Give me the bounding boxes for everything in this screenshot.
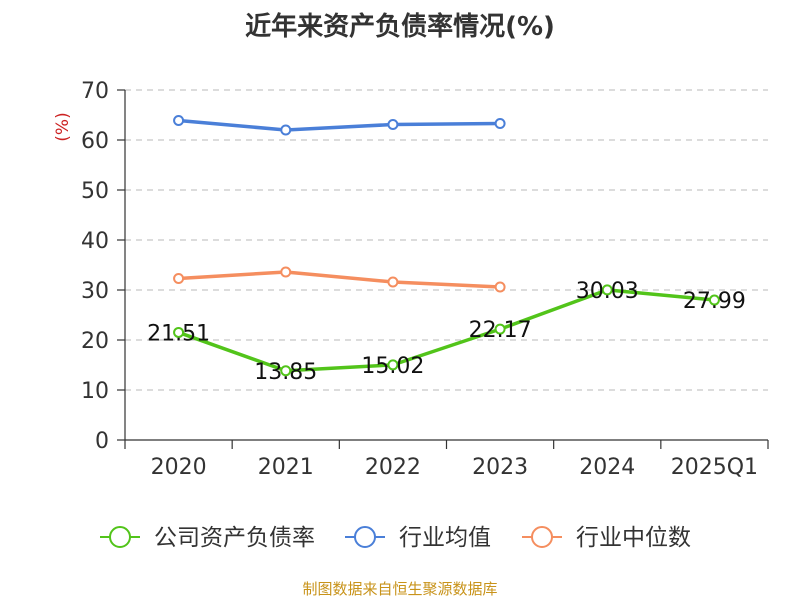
data-label: 21.51 [147,321,210,346]
data-point [173,326,185,338]
data-label: 13.85 [254,360,317,385]
data-point [280,124,292,136]
data-label: 27.99 [683,289,746,314]
x-tick-label: 2024 [579,455,635,480]
data-label: 22.17 [469,318,532,343]
data-point [601,284,613,296]
y-tick-label: 60 [81,129,109,154]
series-line [178,270,501,289]
legend-label: 行业中位数 [576,525,691,551]
chart-title: 近年来资产负债率情况(%) [245,12,555,42]
y-tick-label: 10 [81,379,109,404]
data-labels-layer: 21.51 13.85 15.02 22.17 30.03 27.99 [147,279,746,385]
legend-label: 公司资产负债率 [154,525,315,551]
data-label: 30.03 [576,279,639,304]
y-tick-label: 20 [81,329,109,354]
y-tick-label: 40 [81,229,109,254]
y-tick-label: 70 [81,79,109,104]
y-tick-label: 0 [95,429,109,454]
x-tick-label: 2020 [151,455,207,480]
legend-marker [354,526,376,548]
data-point [173,273,185,284]
grid-layer [125,89,768,391]
y-tick-label: 50 [81,179,109,204]
series-line [177,288,715,373]
data-point [387,359,399,371]
x-tick-label: 2023 [472,455,528,480]
data-point [387,119,399,130]
source-note: 制图数据来自恒生聚源数据库 [302,580,498,598]
data-point [494,323,506,335]
legend-label: 行业均值 [399,525,491,551]
data-label: 15.02 [361,354,424,379]
legend-marker [109,526,131,548]
y-tick-label: 30 [81,279,109,304]
x-tick-label: 2021 [258,455,314,480]
data-point [280,266,292,278]
data-point [280,365,292,377]
x-tick-label: 2022 [365,455,421,480]
data-point [494,118,506,129]
data-point [173,115,185,126]
legend: 公司资产负债率 行业均值 行业中位数 [100,525,691,551]
series-line [178,118,501,132]
x-tick-label: 2025Q1 [671,455,758,480]
legend-marker [531,526,553,548]
y-axis-label: (%) [53,112,73,141]
series-layer [173,115,720,377]
data-point [387,276,399,288]
data-point [708,294,720,306]
axes-layer: 0 10 20 30 40 50 60 70 2020 2021 2022 2023 2024 2025Q… [53,79,769,480]
data-point [494,281,506,293]
